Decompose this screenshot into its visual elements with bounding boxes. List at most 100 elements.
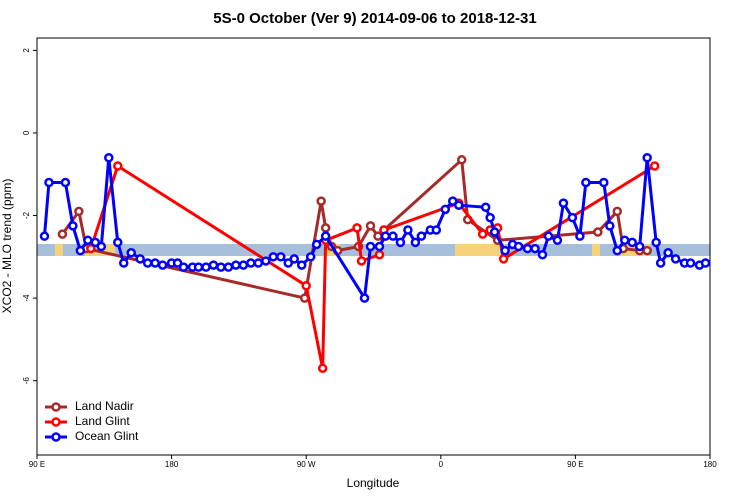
data-point: [201, 262, 211, 272]
data-point: [238, 260, 249, 270]
data-point: [685, 258, 696, 268]
data-point: [599, 177, 609, 188]
data-point: [83, 235, 93, 246]
data-point: [246, 258, 256, 268]
data-point: [537, 250, 548, 260]
data-point: [543, 231, 554, 241]
data-point: [453, 200, 464, 210]
y-tick-label: -2: [22, 211, 31, 219]
data-point: [605, 221, 615, 231]
data-point: [612, 245, 623, 256]
data-point: [289, 254, 299, 264]
data-point: [581, 177, 591, 188]
data-point: [655, 258, 666, 268]
data-point: [253, 258, 264, 268]
y-tick-label: 0: [22, 130, 31, 135]
data-point: [663, 247, 673, 258]
data-point: [104, 152, 114, 163]
data-point: [477, 229, 488, 239]
legend-marker: [51, 417, 61, 427]
data-point: [216, 262, 226, 272]
data-point: [135, 254, 145, 264]
data-point: [365, 221, 376, 231]
data-point: [530, 243, 540, 254]
data-point: [612, 206, 623, 217]
data-point: [74, 206, 84, 217]
data-point: [634, 241, 645, 252]
data-point: [316, 196, 326, 206]
legend-label: Land Nadir: [75, 399, 134, 413]
x-tick-label: 0: [439, 460, 444, 469]
data-point: [113, 161, 123, 171]
data-point: [68, 221, 78, 231]
data-point: [208, 260, 219, 270]
data-point: [498, 254, 509, 264]
legend-marker: [51, 432, 61, 442]
data-point: [172, 258, 183, 268]
data-point: [359, 293, 370, 303]
data-point: [558, 198, 569, 208]
legend-label: Land Glint: [75, 414, 130, 428]
data-point: [416, 231, 427, 241]
data-point: [296, 260, 307, 270]
data-point: [44, 177, 54, 188]
x-tick-label: 180: [703, 460, 717, 469]
data-point: [352, 223, 362, 233]
x-tick-label: 90 E: [567, 460, 583, 469]
data-point: [268, 252, 279, 262]
data-point: [283, 258, 294, 268]
x-axis-label: Longitude: [347, 476, 400, 490]
data-point: [305, 252, 316, 262]
data-point: [642, 245, 652, 256]
y-tick-label: -6: [22, 377, 31, 385]
legend-marker: [51, 402, 61, 412]
data-point: [60, 177, 71, 188]
data-point: [700, 258, 711, 268]
x-tick-label: 180: [165, 460, 179, 469]
data-point: [403, 225, 413, 235]
data-point: [431, 225, 442, 235]
data-point: [96, 241, 107, 252]
data-point: [193, 262, 204, 272]
data-point: [39, 231, 50, 241]
data-point: [620, 235, 630, 246]
x-tick-label: 90 E: [29, 460, 45, 469]
data-point: [142, 258, 153, 268]
data-point: [567, 212, 578, 223]
data-point: [157, 260, 168, 270]
data-point: [593, 227, 603, 237]
data-point: [489, 227, 500, 237]
y-axis-label: XCO2 - MLO trend (ppm): [0, 179, 14, 314]
data-point: [552, 235, 563, 246]
data-point: [374, 241, 385, 252]
legend-label: Ocean Glint: [75, 429, 139, 443]
data-point: [456, 155, 467, 165]
data-point: [86, 243, 96, 254]
plot-frame: [36, 37, 711, 456]
data-point: [223, 262, 234, 272]
data-point: [311, 239, 322, 250]
data-point: [448, 196, 458, 206]
y-tick-label: 2: [22, 48, 31, 53]
data-point: [395, 237, 406, 248]
data-point: [317, 363, 328, 374]
data-point: [500, 245, 510, 256]
data-point: [126, 247, 136, 258]
data-point: [575, 231, 585, 241]
data-point: [380, 231, 391, 241]
data-point: [178, 262, 189, 272]
data-point: [276, 252, 286, 262]
data-point: [651, 237, 661, 248]
data-point: [485, 212, 495, 223]
x-tick-label: 90 W: [297, 460, 316, 469]
data-point: [480, 202, 491, 213]
data-point: [670, 254, 681, 264]
data-point: [513, 241, 524, 252]
data-point: [90, 237, 101, 248]
data-point: [410, 237, 421, 248]
data-point: [231, 260, 241, 270]
data-point: [113, 237, 123, 248]
data-point: [374, 250, 385, 260]
data-point: [75, 245, 86, 256]
